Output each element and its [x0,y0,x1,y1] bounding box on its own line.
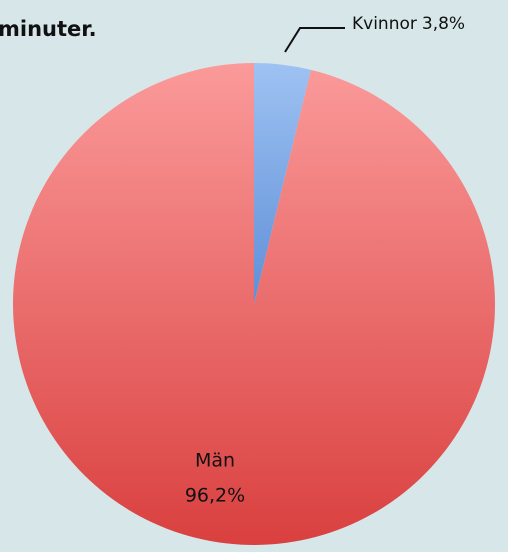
pie-slice [254,63,311,304]
slice-label: Kvinnor [352,14,417,34]
slice-value-label: 3,8% [422,14,465,34]
chart-title: minuter. [0,17,97,41]
slice-value-label: 96,2% [185,485,245,507]
slice-label: Män [195,450,235,472]
pie [12,63,496,545]
pie-slice [12,63,496,545]
leader-line [284,27,345,53]
